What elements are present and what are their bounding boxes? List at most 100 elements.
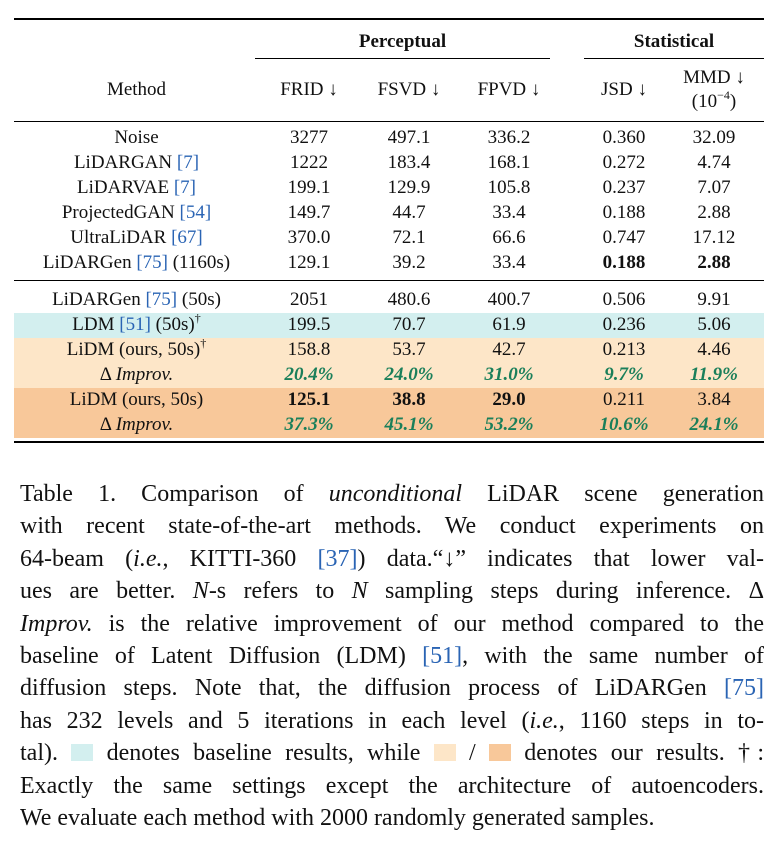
caption-line-2: with recent state-of-the-art methods. We…	[20, 513, 764, 540]
value-fsvd: 129.9	[387, 177, 431, 198]
method-cell: LDM [51] (50s)†	[14, 311, 259, 337]
method-cell: LiDARVAE [7]	[14, 176, 259, 200]
header-fsvd: FSVD ↓	[377, 79, 441, 100]
value-jsd: 0.236	[602, 314, 646, 335]
citation-link[interactable]: [75]	[145, 289, 178, 310]
method-name: LiDM (ours, 50s)	[66, 339, 201, 360]
method-cell: LiDARGAN [7]	[14, 151, 259, 175]
value-fpvd: 33.4	[492, 202, 526, 223]
method-name: Δ	[99, 364, 116, 385]
table-row: LDM [51] (50s)† 199.5 70.7 61.9 0.236 5.06	[14, 311, 764, 338]
method-suffix: Improv.	[115, 414, 174, 435]
ours-dark-swatch	[488, 744, 511, 762]
dagger-mark: †	[200, 336, 207, 350]
method-name: LiDARGAN	[73, 152, 177, 173]
value-mmd: 32.09	[692, 127, 736, 148]
value-frid: 199.5	[287, 314, 331, 335]
value-mmd: 4.46	[697, 339, 731, 360]
header-mmd: MMD ↓	[683, 67, 745, 88]
cite-37[interactable]: [37]	[317, 545, 358, 572]
citation-link[interactable]: [51]	[119, 314, 151, 335]
value-fsvd: 39.2	[392, 252, 426, 273]
ours-light-swatch	[433, 744, 456, 762]
value-jsd: 0.506	[602, 289, 646, 310]
value-frid: 3277	[290, 127, 328, 148]
value-fsvd: 183.4	[387, 152, 431, 173]
value-frid: 125.1	[287, 389, 331, 410]
value-jsd: 0.211	[602, 389, 646, 410]
method-name: ProjectedGAN	[61, 202, 180, 223]
header-rule	[14, 121, 764, 122]
bottom-rule	[14, 441, 764, 443]
value-mmd: 24.1%	[689, 414, 739, 435]
value-fpvd: 168.1	[487, 152, 531, 173]
value-fsvd: 72.1	[392, 227, 426, 248]
cite-75[interactable]: [75]	[724, 675, 764, 702]
method-cell: UltraLiDAR [67]	[14, 226, 259, 250]
header-jsd: JSD ↓	[601, 79, 647, 100]
value-fsvd: 24.0%	[384, 364, 434, 385]
value-mmd: 17.12	[692, 227, 736, 248]
citation-link[interactable]: [54]	[179, 202, 212, 223]
value-mmd: 7.07	[697, 177, 731, 198]
caption-line-8: has 232 levels and 5 iterations in each …	[20, 707, 764, 734]
top-rule	[14, 18, 764, 20]
method-name: LiDM (ours, 50s)	[69, 389, 204, 410]
value-mmd: 5.06	[697, 314, 731, 335]
perceptual-rule	[255, 58, 550, 59]
value-frid: 158.8	[287, 339, 331, 360]
value-frid: 199.1	[287, 177, 331, 198]
value-frid: 149.7	[287, 202, 331, 223]
method-cell: Δ Improv.	[14, 363, 259, 387]
method-suffix: (1160s)	[167, 252, 231, 273]
caption-line-9: tal). denotes baseline results, while / …	[20, 740, 764, 767]
table-row: Noise 3277 497.1 336.2 0.360 32.09	[14, 126, 764, 151]
table-row: LiDM (ours, 50s) 125.1 38.8 29.0 0.211 3.84	[14, 388, 764, 413]
table-caption: Table 1. Comparison of unconditional LiD…	[20, 478, 764, 834]
value-jsd: 0.747	[602, 227, 646, 248]
method-cell: LiDM (ours, 50s)†	[14, 336, 259, 362]
value-fsvd: 480.6	[387, 289, 431, 310]
table-row: Δ Improv. 20.4% 24.0% 31.0% 9.7% 11.9%	[14, 363, 764, 388]
value-mmd: 4.74	[697, 152, 731, 173]
mid-rule	[14, 280, 764, 281]
value-jsd: 10.6%	[599, 414, 649, 435]
table-row: LiDARGAN [7] 1222 183.4 168.1 0.272 4.74	[14, 151, 764, 176]
caption-line-7: diffusion steps. Note that, the diffusio…	[20, 675, 764, 702]
method-cell: Noise	[14, 126, 259, 150]
value-mmd: 3.84	[697, 389, 731, 410]
method-cell: LiDARGen [75] (50s)	[14, 288, 259, 312]
caption-line-4: ues are better. N-s refers to N sampling…	[20, 578, 764, 605]
value-fpvd: 61.9	[492, 314, 526, 335]
method-suffix: Improv.	[115, 364, 174, 385]
value-fpvd: 105.8	[487, 177, 531, 198]
citation-link[interactable]: [75]	[136, 252, 168, 273]
value-frid: 129.1	[287, 252, 331, 273]
citation-link[interactable]: [67]	[171, 227, 203, 248]
value-jsd: 0.237	[602, 177, 646, 198]
value-jsd: 0.360	[602, 127, 646, 148]
dagger-mark: †	[194, 311, 201, 325]
value-fpvd: 66.6	[492, 227, 526, 248]
caption-line-10: Exactly the same settings except the arc…	[20, 772, 764, 799]
cite-51[interactable]: [51]	[422, 643, 463, 670]
caption-line-6: baseline of Latent Diffusion (LDM) [51],…	[20, 643, 764, 670]
caption-line-11: We evaluate each method with 2000 random…	[20, 805, 655, 832]
table-row: LiDARGen [75] (50s) 2051 480.6 400.7 0.506 9.…	[14, 288, 764, 313]
value-fsvd: 53.7	[392, 339, 426, 360]
value-jsd: 0.188	[602, 252, 646, 273]
table-row: LiDM (ours, 50s)† 158.8 53.7 42.7 0.213 4.46	[14, 336, 764, 363]
header-fpvd: FPVD ↓	[477, 79, 541, 100]
method-cell: LiDARGen [75] (1160s)	[14, 251, 259, 275]
method-cell: LiDM (ours, 50s)	[14, 388, 259, 412]
value-fsvd: 38.8	[392, 389, 426, 410]
method-name: LDM	[72, 314, 120, 335]
value-fsvd: 497.1	[387, 127, 431, 148]
method-name: LiDARGen	[52, 289, 146, 310]
citation-link[interactable]: [7]	[173, 177, 196, 198]
citation-link[interactable]: [7]	[176, 152, 200, 173]
table-row: UltraLiDAR [67] 370.0 72.1 66.6 0.747 17.12	[14, 226, 764, 251]
value-mmd: 2.88	[697, 202, 731, 223]
value-frid: 37.3%	[284, 414, 334, 435]
value-mmd: 2.88	[697, 252, 731, 273]
